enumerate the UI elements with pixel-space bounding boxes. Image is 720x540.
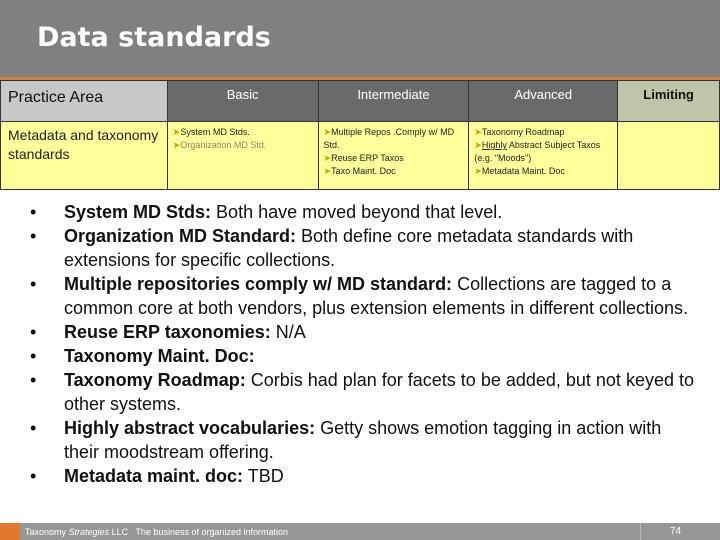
intermediate-item: Reuse ERP Taxos xyxy=(331,153,404,163)
arrow-icon: ➤ xyxy=(323,127,332,137)
advanced-item: Abstract Subject Taxos (e.g. "Moods") xyxy=(474,140,601,163)
list-item: Reuse ERP taxonomies: N/A xyxy=(30,320,700,344)
header-limiting: Limiting xyxy=(617,80,720,122)
basic-cell: ➤System MD Stds. ➤Organization MD Std. xyxy=(166,121,319,190)
slide-title: Data standards xyxy=(37,22,271,53)
arrow-icon: ➤ xyxy=(474,127,482,137)
maturity-table: Practice Area Basic Intermediate Advance… xyxy=(0,80,720,190)
intermediate-item: Multiple Repos .Comply w/ MD Std. xyxy=(323,127,455,150)
header-practice-area: Practice Area xyxy=(0,80,168,122)
arrow-icon: ➤ xyxy=(172,140,181,150)
header-row: Practice Area Basic Intermediate Advance… xyxy=(0,80,720,122)
limiting-cell xyxy=(617,121,720,190)
header-intermediate: Intermediate xyxy=(317,80,470,122)
list-item: Multiple repositories comply w/ MD stand… xyxy=(30,272,700,320)
list-item: Taxonomy Roadmap: Corbis had plan for fa… xyxy=(30,368,700,416)
divider xyxy=(0,77,720,80)
advanced-item-underlined: Highly xyxy=(481,140,507,150)
basic-item: Organization MD Std. xyxy=(180,140,267,150)
page-number: 74 xyxy=(670,526,682,537)
list-item: Metadata maint. doc: TBD xyxy=(30,464,700,488)
header-advanced: Advanced xyxy=(468,80,619,122)
arrow-icon: ➤ xyxy=(323,166,332,176)
arrow-icon: ➤ xyxy=(323,153,332,163)
list-item: Highly abstract vocabularies: Getty show… xyxy=(30,416,700,464)
arrow-icon: ➤ xyxy=(172,127,181,137)
advanced-item: Taxonomy Roadmap xyxy=(481,127,565,137)
footer: Taxonomy Strategies LLC The business of … xyxy=(0,523,720,540)
practice-area-cell: Metadata and taxonomy standards xyxy=(0,121,168,190)
advanced-item: Metadata Maint. Doc xyxy=(481,166,565,176)
list-item: System MD Stds: Both have moved beyond t… xyxy=(30,200,700,224)
list-item: Organization MD Standard: Both define co… xyxy=(30,224,700,272)
advanced-cell: ➤Taxonomy Roadmap ➤Highly Abstract Subje… xyxy=(468,121,619,190)
intermediate-item: Taxo Maint. Doc xyxy=(331,166,396,176)
intermediate-cell: ➤Multiple Repos .Comply w/ MD Std. ➤Reus… xyxy=(317,121,470,190)
footer-text: Taxonomy Strategies LLC The business of … xyxy=(25,527,289,537)
header-basic: Basic xyxy=(166,80,319,122)
table-row: Metadata and taxonomy standards ➤System … xyxy=(0,121,720,190)
arrow-icon: ➤ xyxy=(474,140,482,150)
basic-item: System MD Stds. xyxy=(180,127,250,137)
title-bar: Data standards xyxy=(0,0,720,77)
arrow-icon: ➤ xyxy=(474,166,482,176)
logo-square xyxy=(0,523,20,540)
divider xyxy=(640,523,641,540)
list-item: Taxonomy Maint. Doc: xyxy=(30,344,700,368)
bullet-list: System MD Stds: Both have moved beyond t… xyxy=(30,200,700,488)
